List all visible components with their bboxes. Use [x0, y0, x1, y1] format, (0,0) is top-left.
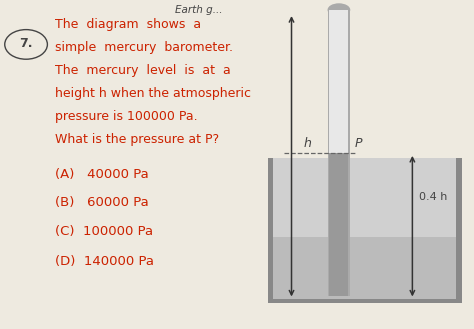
- Text: The  mercury  level  is  at  a: The mercury level is at a: [55, 64, 230, 77]
- Text: What is the pressure at P?: What is the pressure at P?: [55, 133, 219, 146]
- Ellipse shape: [328, 3, 350, 16]
- Text: (A)   40000 Pa: (A) 40000 Pa: [55, 168, 148, 181]
- Bar: [329, 153, 348, 296]
- Text: 7.: 7.: [19, 37, 33, 50]
- Bar: [268, 299, 462, 303]
- Text: 0.4 h: 0.4 h: [419, 192, 448, 202]
- Bar: [456, 158, 462, 303]
- Text: simple  mercury  barometer.: simple mercury barometer.: [55, 41, 233, 54]
- Bar: [268, 158, 273, 303]
- Bar: [329, 10, 348, 296]
- Text: h: h: [303, 137, 311, 150]
- Bar: [268, 158, 462, 303]
- Text: (D)  140000 Pa: (D) 140000 Pa: [55, 255, 154, 268]
- Text: (B)   60000 Pa: (B) 60000 Pa: [55, 196, 148, 209]
- Text: height h when the atmospheric: height h when the atmospheric: [55, 87, 251, 100]
- Bar: [273, 237, 456, 299]
- Text: pressure is 100000 Pa.: pressure is 100000 Pa.: [55, 110, 197, 123]
- Text: Earth g...: Earth g...: [175, 5, 223, 15]
- Bar: [328, 10, 350, 296]
- Text: P: P: [355, 137, 362, 150]
- Text: The  diagram  shows  a: The diagram shows a: [55, 18, 201, 31]
- Text: (C)  100000 Pa: (C) 100000 Pa: [55, 225, 153, 239]
